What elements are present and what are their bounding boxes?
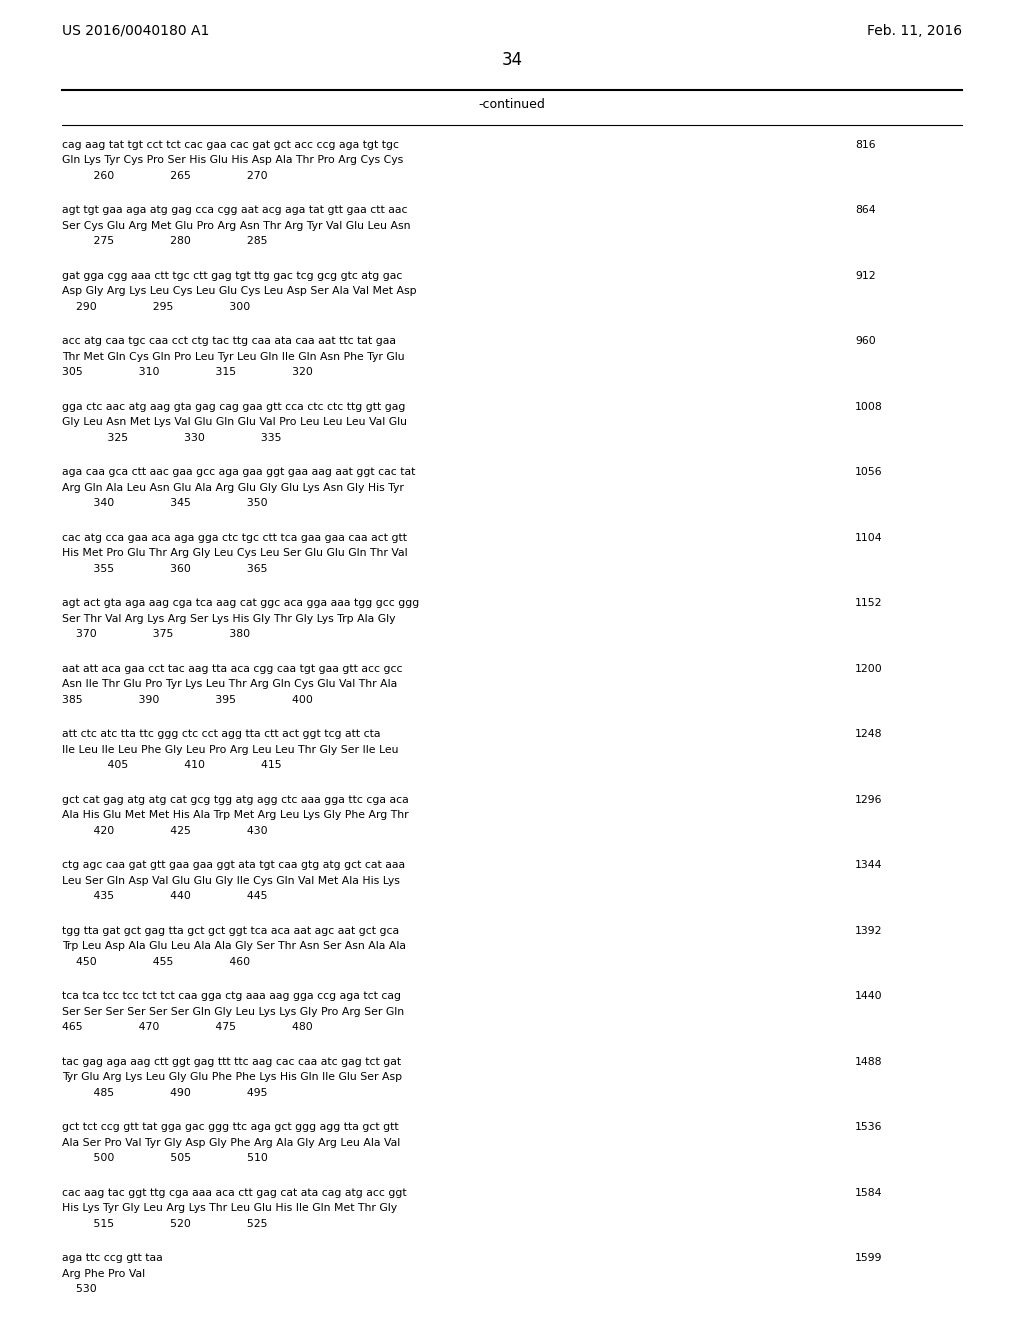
Text: Arg Phe Pro Val: Arg Phe Pro Val (62, 1269, 145, 1279)
Text: 1248: 1248 (855, 730, 883, 739)
Text: Feb. 11, 2016: Feb. 11, 2016 (867, 24, 962, 38)
Text: 355                360                365: 355 360 365 (62, 564, 267, 574)
Text: Ser Thr Val Arg Lys Arg Ser Lys His Gly Thr Gly Lys Trp Ala Gly: Ser Thr Val Arg Lys Arg Ser Lys His Gly … (62, 614, 395, 624)
Text: tca tca tcc tcc tct tct caa gga ctg aaa aag gga ccg aga tct cag: tca tca tcc tcc tct tct caa gga ctg aaa … (62, 991, 401, 1002)
Text: 385                390                395                400: 385 390 395 400 (62, 696, 313, 705)
Text: att ctc atc tta ttc ggg ctc cct agg tta ctt act ggt tcg att cta: att ctc atc tta ttc ggg ctc cct agg tta … (62, 730, 381, 739)
Text: Arg Gln Ala Leu Asn Glu Ala Arg Glu Gly Glu Lys Asn Gly His Tyr: Arg Gln Ala Leu Asn Glu Ala Arg Glu Gly … (62, 483, 403, 492)
Text: 420                425                430: 420 425 430 (62, 826, 267, 836)
Text: cac aag tac ggt ttg cga aaa aca ctt gag cat ata cag atg acc ggt: cac aag tac ggt ttg cga aaa aca ctt gag … (62, 1188, 407, 1199)
Text: 305                310                315                320: 305 310 315 320 (62, 367, 313, 378)
Text: ctg agc caa gat gtt gaa gaa ggt ata tgt caa gtg atg gct cat aaa: ctg agc caa gat gtt gaa gaa ggt ata tgt … (62, 861, 406, 870)
Text: His Met Pro Glu Thr Arg Gly Leu Cys Leu Ser Glu Glu Gln Thr Val: His Met Pro Glu Thr Arg Gly Leu Cys Leu … (62, 549, 408, 558)
Text: Leu Ser Gln Asp Val Glu Glu Gly Ile Cys Gln Val Met Ala His Lys: Leu Ser Gln Asp Val Glu Glu Gly Ile Cys … (62, 876, 400, 886)
Text: 515                520                525: 515 520 525 (62, 1218, 267, 1229)
Text: 1599: 1599 (855, 1254, 883, 1263)
Text: tgg tta gat gct gag tta gct gct ggt tca aca aat agc aat gct gca: tgg tta gat gct gag tta gct gct ggt tca … (62, 927, 399, 936)
Text: gat gga cgg aaa ctt tgc ctt gag tgt ttg gac tcg gcg gtc atg gac: gat gga cgg aaa ctt tgc ctt gag tgt ttg … (62, 271, 402, 281)
Text: Tyr Glu Arg Lys Leu Gly Glu Phe Phe Lys His Gln Ile Glu Ser Asp: Tyr Glu Arg Lys Leu Gly Glu Phe Phe Lys … (62, 1072, 402, 1082)
Text: 1344: 1344 (855, 861, 883, 870)
Text: 340                345                350: 340 345 350 (62, 499, 267, 508)
Text: Trp Leu Asp Ala Glu Leu Ala Ala Gly Ser Thr Asn Ser Asn Ala Ala: Trp Leu Asp Ala Glu Leu Ala Ala Gly Ser … (62, 941, 406, 952)
Text: Asp Gly Arg Lys Leu Cys Leu Glu Cys Leu Asp Ser Ala Val Met Asp: Asp Gly Arg Lys Leu Cys Leu Glu Cys Leu … (62, 286, 417, 297)
Text: gct tct ccg gtt tat gga gac ggg ttc aga gct ggg agg tta gct gtt: gct tct ccg gtt tat gga gac ggg ttc aga … (62, 1122, 398, 1133)
Text: 1104: 1104 (855, 533, 883, 543)
Text: His Lys Tyr Gly Leu Arg Lys Thr Leu Glu His Ile Gln Met Thr Gly: His Lys Tyr Gly Leu Arg Lys Thr Leu Glu … (62, 1204, 397, 1213)
Text: Gly Leu Asn Met Lys Val Glu Gln Glu Val Pro Leu Leu Leu Val Glu: Gly Leu Asn Met Lys Val Glu Gln Glu Val … (62, 417, 407, 428)
Text: 260                265                270: 260 265 270 (62, 172, 267, 181)
Text: 500                505                510: 500 505 510 (62, 1154, 268, 1163)
Text: 1440: 1440 (855, 991, 883, 1002)
Text: 1296: 1296 (855, 795, 883, 805)
Text: 450                455                460: 450 455 460 (62, 957, 250, 968)
Text: gga ctc aac atg aag gta gag cag gaa gtt cca ctc ctc ttg gtt gag: gga ctc aac atg aag gta gag cag gaa gtt … (62, 403, 406, 412)
Text: 275                280                285: 275 280 285 (62, 236, 267, 247)
Text: 485                490                495: 485 490 495 (62, 1088, 267, 1098)
Text: 325                330                335: 325 330 335 (62, 433, 282, 444)
Text: tac gag aga aag ctt ggt gag ttt ttc aag cac caa atc gag tct gat: tac gag aga aag ctt ggt gag ttt ttc aag … (62, 1057, 401, 1067)
Text: Asn Ile Thr Glu Pro Tyr Lys Leu Thr Arg Gln Cys Glu Val Thr Ala: Asn Ile Thr Glu Pro Tyr Lys Leu Thr Arg … (62, 680, 397, 689)
Text: 960: 960 (855, 337, 876, 346)
Text: 816: 816 (855, 140, 876, 150)
Text: 405                410                415: 405 410 415 (62, 760, 282, 771)
Text: 435                440                445: 435 440 445 (62, 891, 267, 902)
Text: -continued: -continued (478, 98, 546, 111)
Text: Ala Ser Pro Val Tyr Gly Asp Gly Phe Arg Ala Gly Arg Leu Ala Val: Ala Ser Pro Val Tyr Gly Asp Gly Phe Arg … (62, 1138, 400, 1148)
Text: 290                295                300: 290 295 300 (62, 302, 250, 312)
Text: 1056: 1056 (855, 467, 883, 478)
Text: Ile Leu Ile Leu Phe Gly Leu Pro Arg Leu Leu Thr Gly Ser Ile Leu: Ile Leu Ile Leu Phe Gly Leu Pro Arg Leu … (62, 744, 398, 755)
Text: cag aag tat tgt cct tct cac gaa cac gat gct acc ccg aga tgt tgc: cag aag tat tgt cct tct cac gaa cac gat … (62, 140, 399, 150)
Text: 1008: 1008 (855, 403, 883, 412)
Text: 34: 34 (502, 51, 522, 69)
Text: US 2016/0040180 A1: US 2016/0040180 A1 (62, 24, 209, 38)
Text: agt tgt gaa aga atg gag cca cgg aat acg aga tat gtt gaa ctt aac: agt tgt gaa aga atg gag cca cgg aat acg … (62, 206, 408, 215)
Text: aga caa gca ctt aac gaa gcc aga gaa ggt gaa aag aat ggt cac tat: aga caa gca ctt aac gaa gcc aga gaa ggt … (62, 467, 416, 478)
Text: 1488: 1488 (855, 1057, 883, 1067)
Text: 864: 864 (855, 206, 876, 215)
Text: acc atg caa tgc caa cct ctg tac ttg caa ata caa aat ttc tat gaa: acc atg caa tgc caa cct ctg tac ttg caa … (62, 337, 396, 346)
Text: 1392: 1392 (855, 927, 883, 936)
Text: 1152: 1152 (855, 598, 883, 609)
Text: 530: 530 (62, 1284, 96, 1295)
Text: 465                470                475                480: 465 470 475 480 (62, 1023, 312, 1032)
Text: 370                375                380: 370 375 380 (62, 630, 250, 639)
Text: 1200: 1200 (855, 664, 883, 675)
Text: aat att aca gaa cct tac aag tta aca cgg caa tgt gaa gtt acc gcc: aat att aca gaa cct tac aag tta aca cgg … (62, 664, 402, 675)
Text: Ser Cys Glu Arg Met Glu Pro Arg Asn Thr Arg Tyr Val Glu Leu Asn: Ser Cys Glu Arg Met Glu Pro Arg Asn Thr … (62, 220, 411, 231)
Text: 1536: 1536 (855, 1122, 883, 1133)
Text: 1584: 1584 (855, 1188, 883, 1199)
Text: gct cat gag atg atg cat gcg tgg atg agg ctc aaa gga ttc cga aca: gct cat gag atg atg cat gcg tgg atg agg … (62, 795, 409, 805)
Text: aga ttc ccg gtt taa: aga ttc ccg gtt taa (62, 1254, 163, 1263)
Text: Thr Met Gln Cys Gln Pro Leu Tyr Leu Gln Ile Gln Asn Phe Tyr Glu: Thr Met Gln Cys Gln Pro Leu Tyr Leu Gln … (62, 352, 404, 362)
Text: Ser Ser Ser Ser Ser Ser Gln Gly Leu Lys Lys Gly Pro Arg Ser Gln: Ser Ser Ser Ser Ser Ser Gln Gly Leu Lys … (62, 1007, 404, 1016)
Text: 912: 912 (855, 271, 876, 281)
Text: Gln Lys Tyr Cys Pro Ser His Glu His Asp Ala Thr Pro Arg Cys Cys: Gln Lys Tyr Cys Pro Ser His Glu His Asp … (62, 156, 403, 165)
Text: Ala His Glu Met Met His Ala Trp Met Arg Leu Lys Gly Phe Arg Thr: Ala His Glu Met Met His Ala Trp Met Arg … (62, 810, 409, 821)
Text: agt act gta aga aag cga tca aag cat ggc aca gga aaa tgg gcc ggg: agt act gta aga aag cga tca aag cat ggc … (62, 598, 419, 609)
Text: cac atg cca gaa aca aga gga ctc tgc ctt tca gaa gaa caa act gtt: cac atg cca gaa aca aga gga ctc tgc ctt … (62, 533, 407, 543)
